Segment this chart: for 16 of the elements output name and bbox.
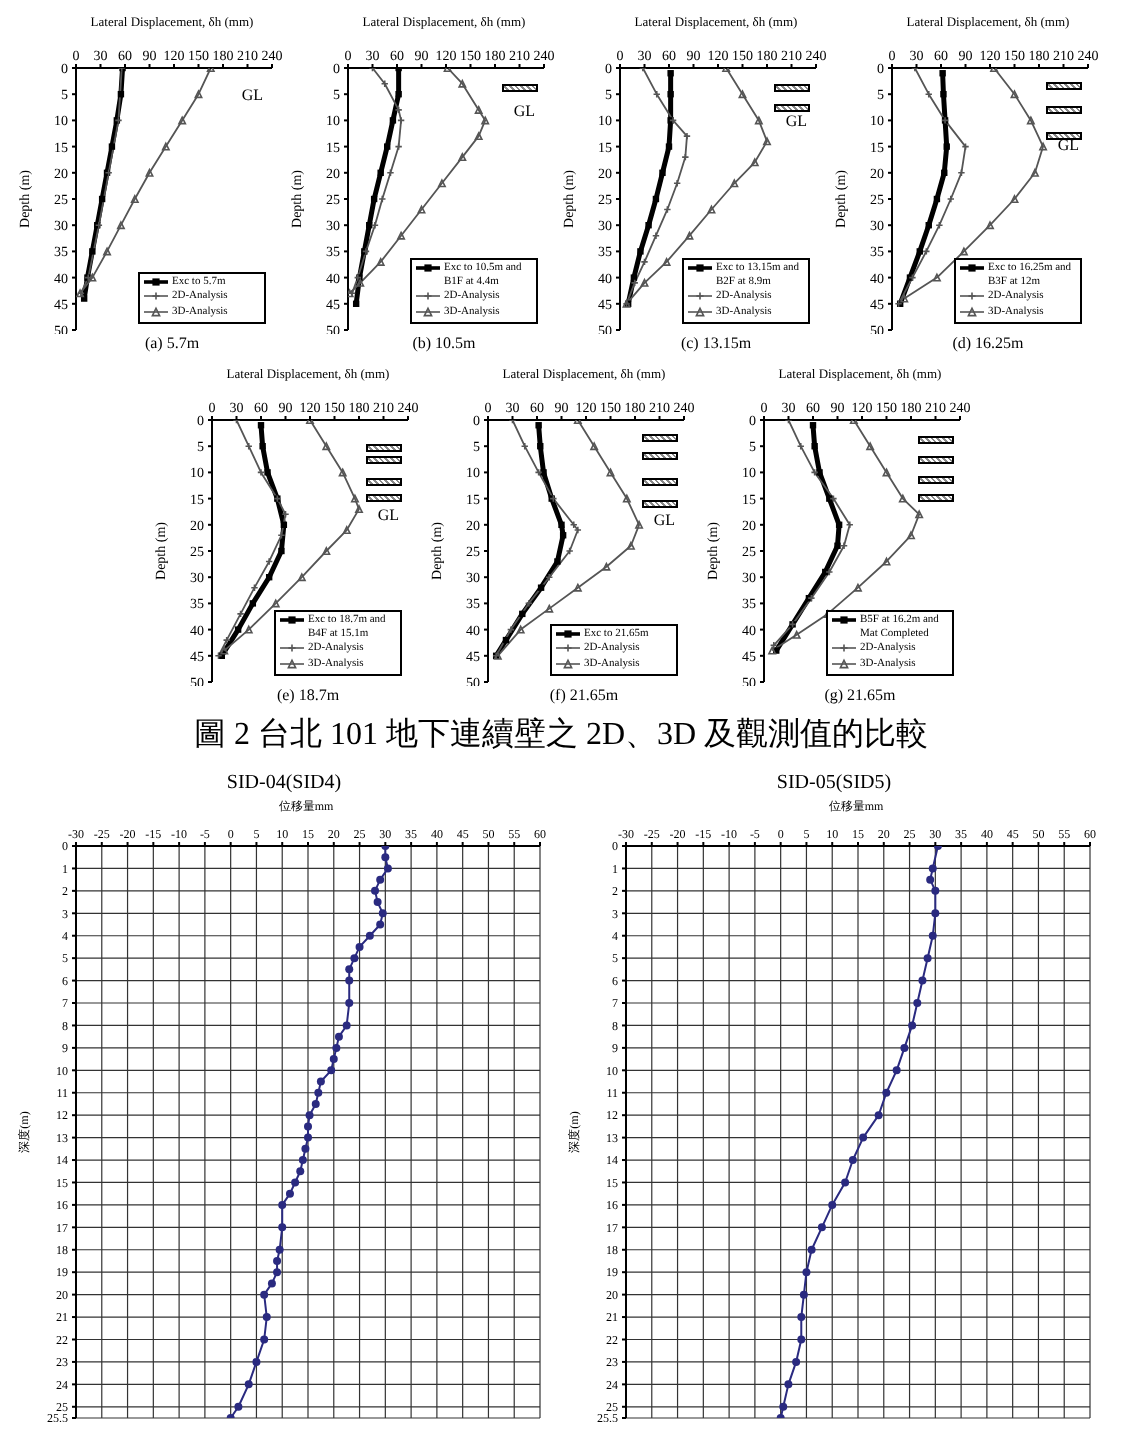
annotation: GL [513,101,536,120]
caption: 圖 2 台北 101 地下連續壁之 2D、3D 及觀測值的比較 [191,715,931,756]
text: (g) 21.65m [824,686,896,704]
annotation: GL [1057,135,1080,154]
text: (f) 21.65m [549,686,619,704]
text: (c) 13.15m [680,334,752,352]
annotation: GL [653,511,676,530]
text: (b) 10.5m [412,334,476,352]
chart-title: SID-05(SID5) [774,772,894,798]
annotation: GL [785,112,808,131]
annotation: GL [377,506,400,525]
text: (a) 5.7m [144,334,200,352]
chart-title: SID-04(SID4) [224,772,344,798]
annotation: GL [241,85,264,104]
text: (d) 16.25m [952,334,1024,352]
text: (e) 18.7m [276,686,340,704]
